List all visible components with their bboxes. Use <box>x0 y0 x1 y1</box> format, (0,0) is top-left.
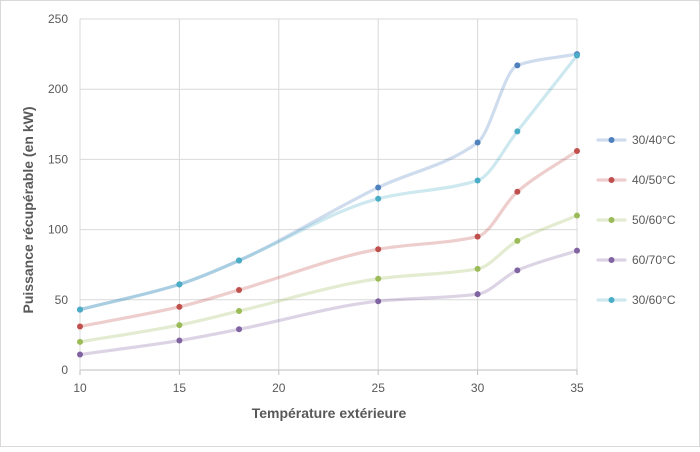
series-group <box>77 52 580 313</box>
data-point <box>176 337 183 344</box>
data-point <box>375 246 382 253</box>
data-point <box>236 308 243 315</box>
data-point <box>514 128 521 135</box>
y-tick-label: 150 <box>48 152 68 166</box>
data-point <box>474 139 481 146</box>
series-group <box>77 247 580 358</box>
data-point <box>474 291 481 298</box>
axes: 0 50 100 150 200 250 10 15 20 25 30 35 <box>48 12 584 395</box>
data-point <box>375 275 382 282</box>
data-point <box>474 265 481 272</box>
legend-item: 30/40°C <box>596 133 676 147</box>
legend-label: 60/70°C <box>632 253 676 267</box>
data-point <box>236 286 243 293</box>
data-point <box>474 233 481 240</box>
data-point <box>77 306 83 313</box>
data-point <box>236 326 243 333</box>
y-tick-label: 50 <box>55 293 69 307</box>
legend-label: 30/40°C <box>632 133 676 147</box>
data-point <box>574 147 580 154</box>
legend: 30/40°C 40/50°C 50/60°C 60/70°C 30/60°C <box>596 133 676 307</box>
data-point <box>514 62 521 69</box>
data-point <box>474 177 481 184</box>
data-point <box>77 338 83 345</box>
data-point <box>236 257 243 264</box>
legend-marker <box>608 257 615 263</box>
y-tick-label: 250 <box>48 12 68 26</box>
data-point <box>514 237 521 244</box>
legend-label: 30/60°C <box>632 293 676 307</box>
data-point <box>375 298 382 305</box>
legend-marker <box>608 297 615 303</box>
legend-label: 50/60°C <box>632 213 676 227</box>
grid-lines <box>80 18 578 370</box>
series-group <box>77 147 580 330</box>
x-tick-label: 20 <box>272 381 286 395</box>
legend-item: 40/50°C <box>596 173 676 187</box>
x-tick-label: 30 <box>471 381 485 395</box>
data-point <box>77 323 83 330</box>
x-tick-label: 25 <box>372 381 386 395</box>
y-tick-label: 200 <box>48 82 68 96</box>
data-point <box>514 267 521 274</box>
x-tick-label: 15 <box>173 381 187 395</box>
data-point <box>574 247 580 254</box>
series-group <box>77 212 580 345</box>
data-point <box>176 322 183 329</box>
legend-item: 30/60°C <box>596 293 676 307</box>
data-point <box>375 195 382 202</box>
y-tick-label: 100 <box>48 223 68 237</box>
x-tick-label: 10 <box>73 381 87 395</box>
data-point <box>574 52 580 59</box>
legend-marker <box>608 137 615 143</box>
legend-marker <box>608 217 615 223</box>
data-point <box>176 281 183 288</box>
x-axis-title: Température extérieure <box>252 405 407 421</box>
y-axis-title: Puissance récupérable (en kW) <box>20 107 36 314</box>
legend-item: 50/60°C <box>596 213 676 227</box>
legend-item: 60/70°C <box>596 253 676 267</box>
legend-marker <box>608 177 615 183</box>
data-point <box>77 351 83 358</box>
data-point <box>514 188 521 195</box>
x-tick-label: 35 <box>570 381 584 395</box>
legend-label: 40/50°C <box>632 173 676 187</box>
data-point <box>176 303 183 310</box>
y-tick-label: 0 <box>61 363 68 377</box>
series-layer <box>77 51 580 358</box>
data-point <box>375 184 382 191</box>
data-point <box>574 212 580 219</box>
